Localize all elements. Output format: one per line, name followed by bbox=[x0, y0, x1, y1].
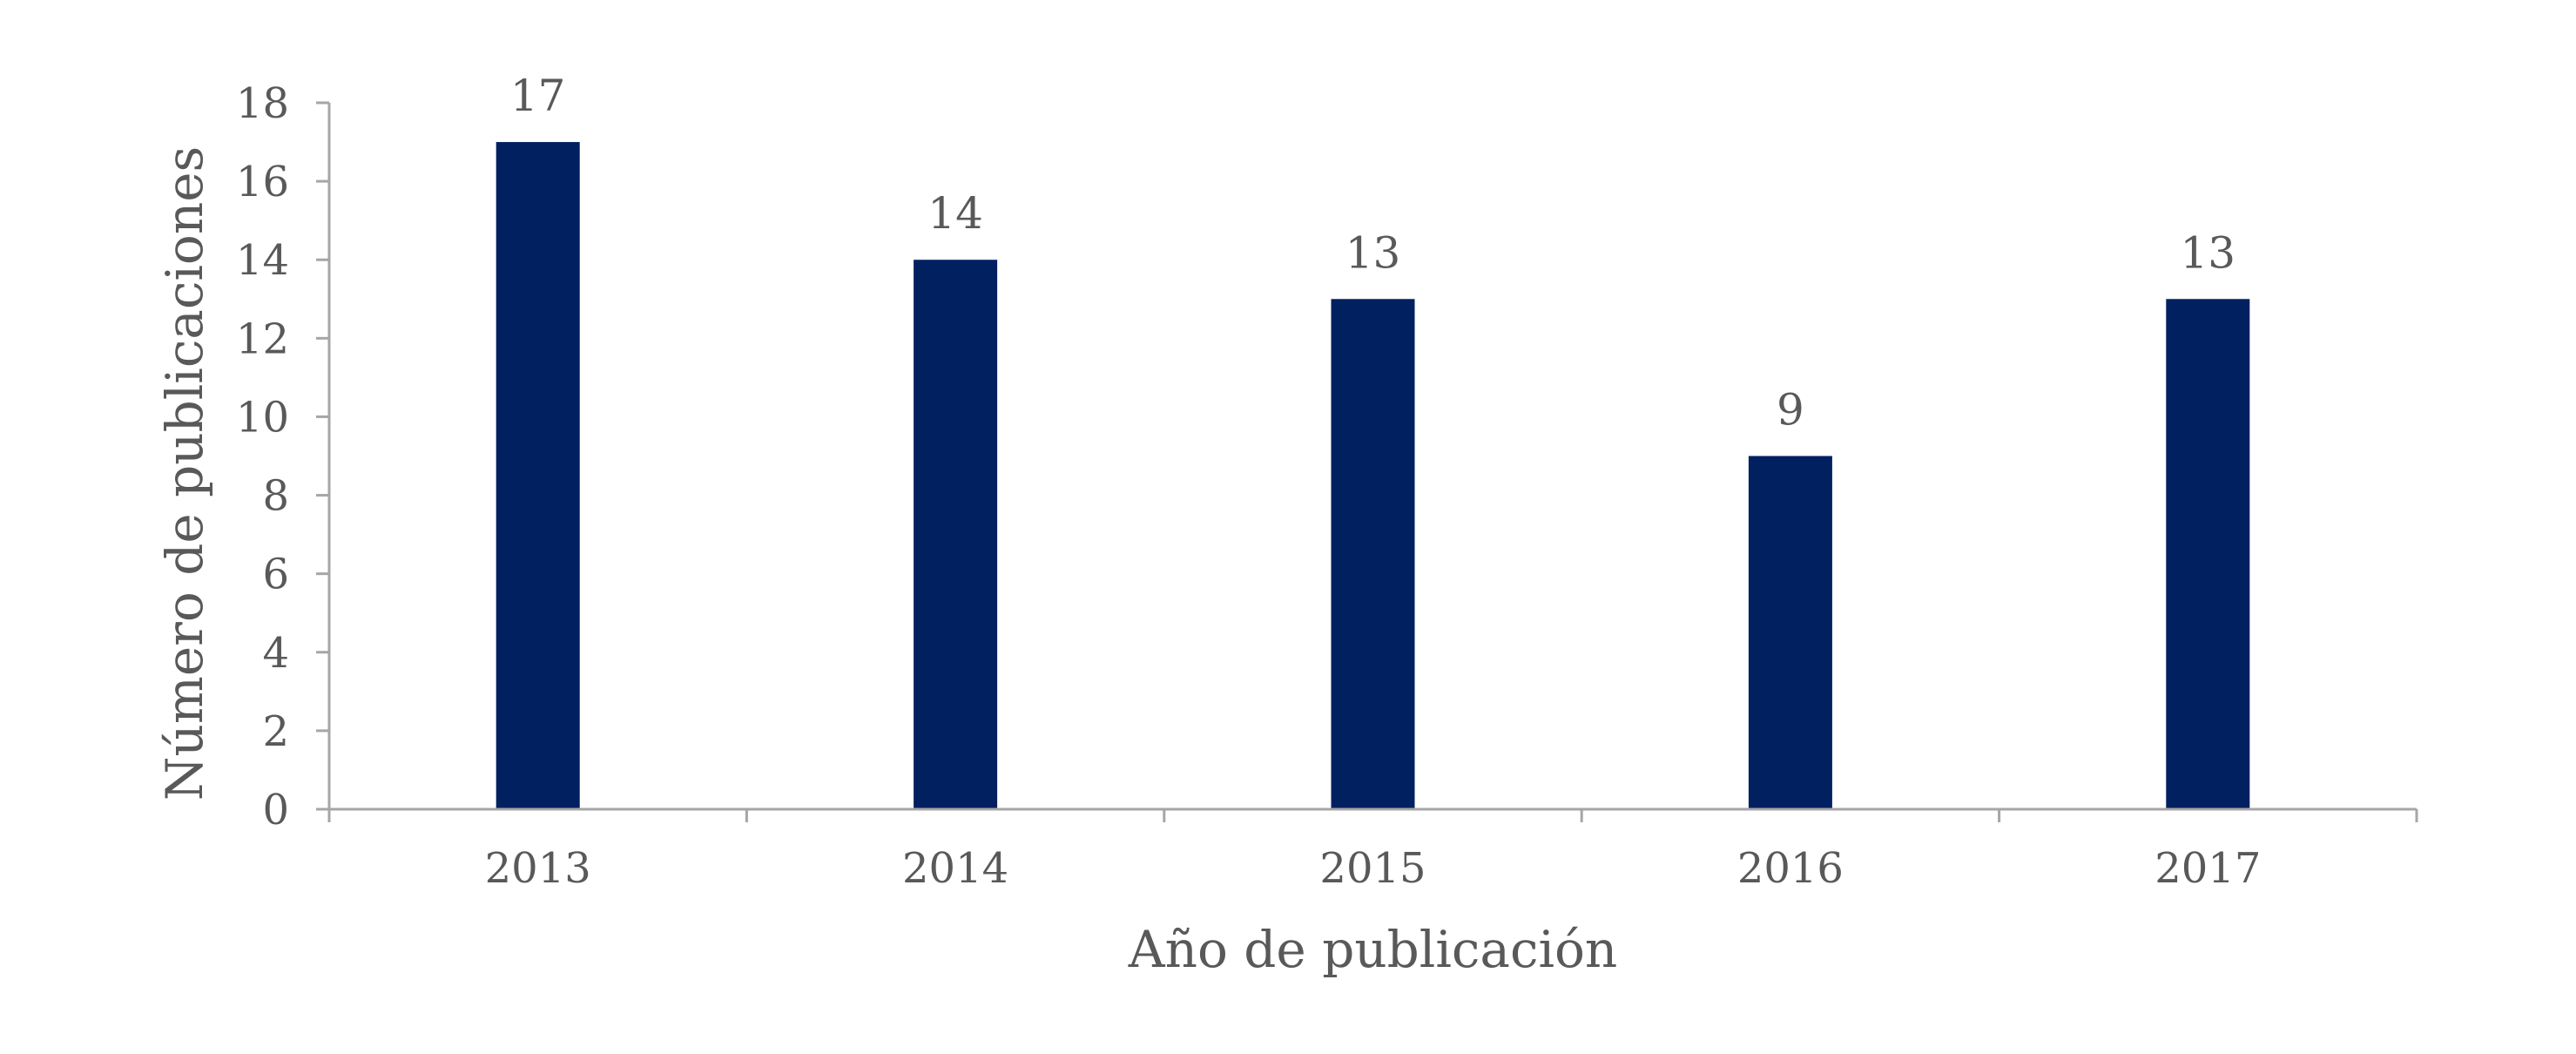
x-tick-label: 2017 bbox=[2155, 844, 2261, 893]
y-tick-label: 12 bbox=[236, 314, 289, 363]
y-tick-label: 18 bbox=[236, 79, 289, 128]
y-tick-label: 0 bbox=[262, 786, 289, 834]
data-label: 14 bbox=[927, 188, 983, 239]
data-label: 9 bbox=[1777, 385, 1804, 436]
bars-group bbox=[496, 142, 2250, 810]
y-tick-label: 6 bbox=[262, 551, 289, 599]
y-tick-label: 14 bbox=[236, 236, 289, 285]
x-axis-title: Año de publicación bbox=[1128, 920, 1618, 979]
x-tick-label: 2016 bbox=[1737, 844, 1844, 893]
bar-2014 bbox=[914, 260, 998, 809]
x-tick-label: 2013 bbox=[485, 844, 591, 893]
data-labels-group: 17 14 13 9 13 bbox=[510, 71, 2235, 435]
bar-2016 bbox=[1748, 456, 1832, 809]
bar-2013 bbox=[496, 142, 580, 810]
axes-group bbox=[327, 103, 2417, 811]
y-ticks-group: 0 2 4 6 8 10 12 14 16 18 bbox=[236, 79, 329, 834]
data-label: 17 bbox=[510, 71, 566, 121]
y-tick-label: 16 bbox=[236, 158, 289, 206]
bar-2017 bbox=[2166, 299, 2250, 809]
y-tick-label: 2 bbox=[262, 707, 289, 756]
x-ticks-group: 2013 2014 2015 2016 2017 bbox=[327, 809, 2418, 893]
bar-2015 bbox=[1331, 299, 1415, 809]
y-axis-title: Número de publicaciones bbox=[155, 146, 214, 801]
x-tick-label: 2014 bbox=[902, 844, 1008, 893]
data-label: 13 bbox=[1345, 227, 1401, 278]
x-tick-label: 2015 bbox=[1319, 844, 1426, 893]
y-tick-label: 4 bbox=[262, 629, 289, 678]
y-tick-label: 8 bbox=[262, 472, 289, 521]
y-tick-label: 10 bbox=[236, 393, 289, 442]
data-label: 13 bbox=[2180, 227, 2235, 278]
